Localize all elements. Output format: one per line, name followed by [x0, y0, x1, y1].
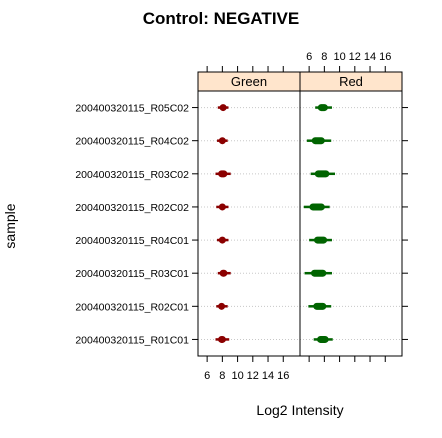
median-dot: [219, 337, 224, 342]
x-tick-label-top: 14: [364, 51, 376, 63]
median-dot: [220, 105, 225, 110]
x-tick-label-bottom: 12: [247, 370, 259, 382]
median-dot: [316, 270, 321, 276]
median-dot: [318, 171, 323, 177]
y-axis-label: sample: [2, 203, 18, 248]
y-tick-label: 200400320115_R02C02: [75, 202, 189, 214]
median-dot: [219, 204, 224, 210]
median-dot: [314, 138, 319, 143]
x-tick-label-bottom: 8: [219, 370, 225, 382]
median-dot: [316, 237, 322, 243]
x-tick-label-top: 6: [306, 51, 312, 63]
x-tick-label-top: 16: [379, 51, 391, 63]
median-dot: [316, 304, 322, 309]
median-dot: [218, 304, 224, 309]
panel-frame-red: [299, 90, 403, 357]
strip-label-green: Green: [231, 74, 267, 89]
y-tick-label: 200400320115_R05C02: [75, 103, 189, 115]
y-tick-label: 200400320115_R04C01: [75, 235, 189, 247]
x-tick-label-top: 8: [321, 51, 327, 63]
plot-area: Green Red 200400320115_R05C02 200400320115_…: [75, 51, 408, 382]
x-axis-label: Log2 Intensity: [256, 402, 343, 418]
strip-label-red: Red: [339, 74, 363, 89]
chart-title: Control: NEGATIVE: [143, 9, 299, 28]
x-tick-label-bottom: 6: [204, 370, 210, 382]
median-dot: [219, 138, 224, 143]
panel-frame-green: [197, 90, 301, 357]
median-dot: [319, 337, 325, 342]
x-tick-label-top: 10: [333, 51, 345, 63]
median-dot: [313, 204, 319, 210]
y-tick-label: 200400320115_R02C01: [75, 301, 189, 313]
y-tick-label: 200400320115_R03C02: [75, 169, 189, 181]
x-tick-label-bottom: 10: [231, 370, 243, 382]
x-tick-label-top: 12: [349, 51, 361, 63]
x-tick-label-bottom: 16: [277, 370, 289, 382]
median-dot: [219, 237, 224, 243]
median-dot: [220, 270, 226, 276]
y-tick-label: 200400320115_R04C02: [75, 136, 189, 148]
y-tick-label: 200400320115_R03C01: [75, 268, 189, 280]
median-dot: [220, 171, 225, 177]
y-tick-label: 200400320115_R01C01: [75, 334, 189, 346]
x-tick-label-bottom: 14: [262, 370, 274, 382]
median-dot: [319, 105, 325, 110]
